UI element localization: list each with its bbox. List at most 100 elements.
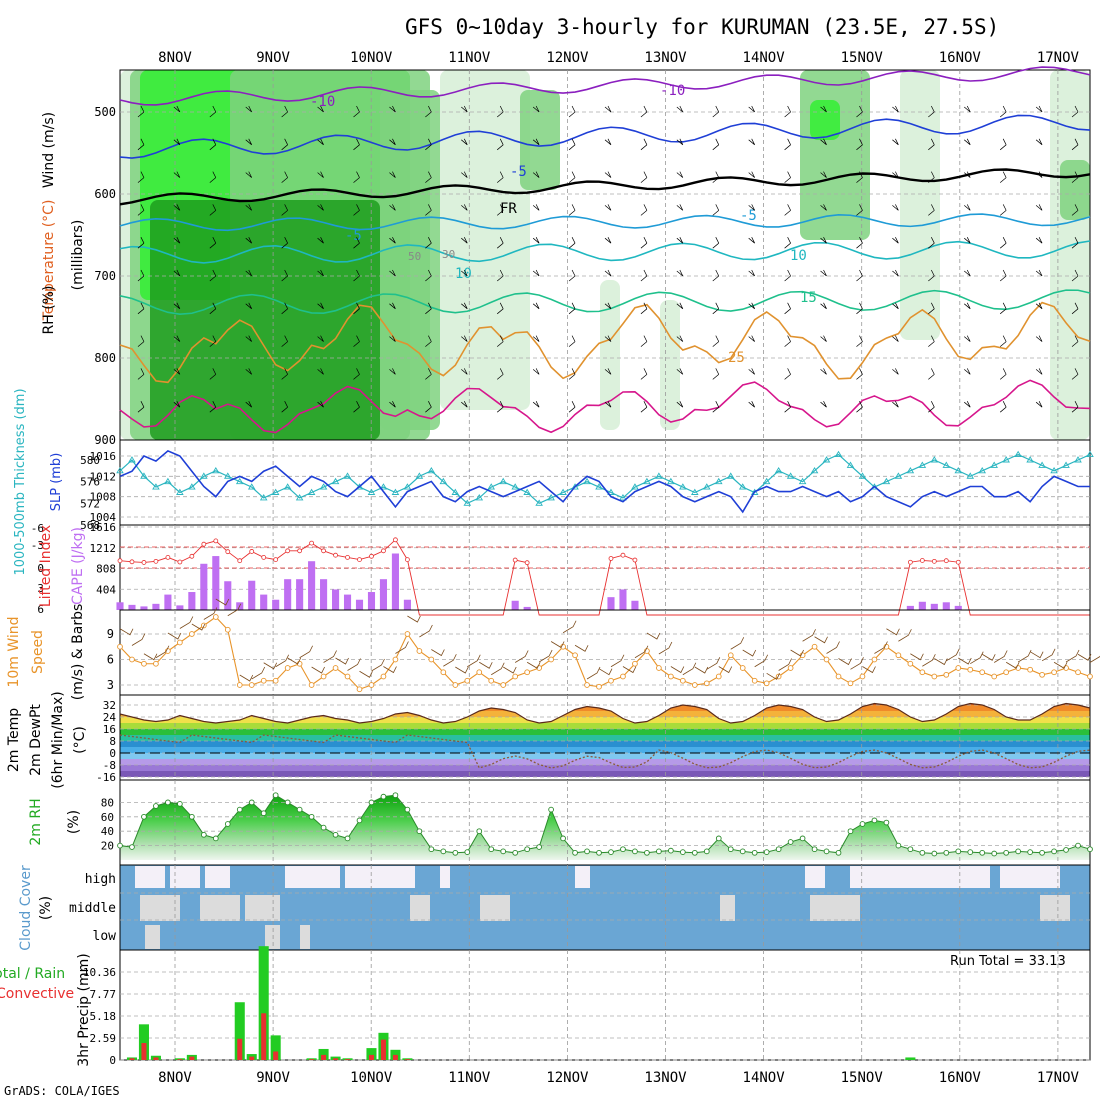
wind-barb	[838, 658, 852, 666]
wind-barb	[137, 269, 145, 282]
precip-tick: 2.59	[90, 1032, 117, 1045]
wind-barb	[604, 237, 612, 244]
wind-barb	[964, 335, 971, 342]
wind-speed-marker	[452, 682, 459, 688]
rh-marker	[955, 848, 962, 855]
temp-tick: 8	[109, 735, 116, 748]
li-marker	[141, 560, 147, 565]
cape-bar	[942, 602, 950, 610]
wind-barb	[748, 105, 756, 113]
cape-bar	[272, 599, 280, 610]
wind-barb	[682, 662, 697, 676]
wind-tick: 6	[107, 653, 114, 667]
wind-barb	[227, 603, 242, 617]
thickness-marker	[212, 466, 220, 474]
thickness-marker	[786, 472, 795, 479]
wind-barb	[640, 368, 648, 380]
precip-conv-bar	[237, 1038, 243, 1060]
rh-shade	[600, 280, 620, 430]
wind-barb	[730, 637, 745, 650]
date-label-bottom: 15NOV	[841, 1070, 884, 1086]
thick-tick: 576	[80, 476, 100, 489]
cape-bar	[906, 605, 914, 610]
contour-label: -5	[345, 228, 362, 244]
cape-bar	[332, 589, 340, 610]
wind-barb	[532, 269, 540, 277]
wind-barb	[604, 105, 612, 113]
wind-barb	[748, 368, 756, 375]
li-marker	[129, 559, 135, 565]
wind-speed-marker	[332, 665, 339, 671]
wind-barb	[742, 649, 757, 657]
rh-marker	[847, 828, 854, 835]
slp-line	[119, 449, 1090, 514]
wind-barb	[1035, 401, 1043, 408]
wind-barb	[999, 335, 1007, 347]
date-label-bottom: 8NOV	[158, 1070, 192, 1086]
li-marker	[333, 552, 338, 558]
date-labels-top: 8NOV 9NOV 10NOV 11NOV 12NOV 13NOV 14NOV 15NOV 16…	[158, 50, 1079, 66]
date-label-top: 17NOV	[1037, 50, 1080, 66]
wind-barb	[802, 629, 816, 642]
wind-barb	[425, 105, 432, 118]
cape-bar	[343, 594, 352, 610]
wind-barb	[1035, 171, 1043, 178]
wind-barb	[461, 171, 468, 178]
wind-barb	[910, 653, 924, 661]
wind-barb	[993, 650, 1008, 663]
wind-barb	[640, 269, 648, 282]
cape-bar	[200, 563, 208, 610]
rh-marker	[284, 799, 291, 806]
wind-barb	[712, 105, 720, 118]
precip-conv-bar	[153, 1057, 159, 1060]
thickness-marker	[631, 483, 639, 490]
thick-label: 1000-500mb Thickness (dm)	[13, 388, 28, 575]
rh-marker	[859, 821, 866, 827]
wind-barb	[209, 302, 217, 315]
thickness-marker	[858, 472, 867, 479]
precip-conv-bar	[261, 1013, 267, 1060]
wind-barb	[137, 138, 145, 151]
wind-speed-marker	[763, 680, 770, 687]
wind-barb	[281, 204, 288, 216]
rh-marker	[620, 846, 626, 853]
wind-barb	[964, 171, 971, 178]
thickness-marker	[954, 466, 963, 474]
wind-barb	[137, 204, 145, 216]
wind-barb	[999, 105, 1007, 118]
wind-barb	[425, 368, 432, 380]
wind-barb	[856, 335, 863, 347]
wind-barb	[353, 171, 360, 183]
upper-temp-label: Temperature (°C)	[41, 200, 57, 322]
thickness-marker	[834, 450, 843, 458]
wind-barb	[718, 666, 733, 674]
wind-speed-marker	[344, 673, 351, 680]
wind-barb	[964, 138, 971, 146]
wind-barb	[712, 302, 720, 315]
precip-label-b: Convective	[0, 986, 74, 1002]
wind-barb	[281, 302, 288, 315]
wind-barb	[137, 302, 145, 315]
cape-bar	[248, 580, 256, 610]
wind-barb	[395, 641, 409, 654]
thickness-marker	[247, 483, 256, 490]
li-tick: 3	[37, 582, 44, 595]
wind-barb	[317, 105, 324, 113]
isotherm	[119, 66, 1091, 106]
wind-barb	[317, 204, 324, 211]
rh-marker	[883, 819, 890, 826]
wind-barb	[928, 171, 935, 183]
wind-speed-marker	[859, 673, 866, 680]
cloud-unit: (%)	[38, 896, 54, 920]
wind-barb	[461, 138, 468, 146]
rh-marker	[428, 846, 435, 853]
wind-barb	[676, 269, 684, 277]
wind-speed-marker	[715, 673, 722, 680]
rh-marker	[524, 846, 531, 853]
wind-barb	[640, 335, 648, 347]
cape-label: CAPE (J/kg)	[70, 527, 86, 605]
wind-barb	[658, 641, 673, 655]
cape-bar	[128, 604, 136, 610]
wind-speed-marker	[847, 680, 854, 687]
wind-barb	[568, 204, 576, 216]
